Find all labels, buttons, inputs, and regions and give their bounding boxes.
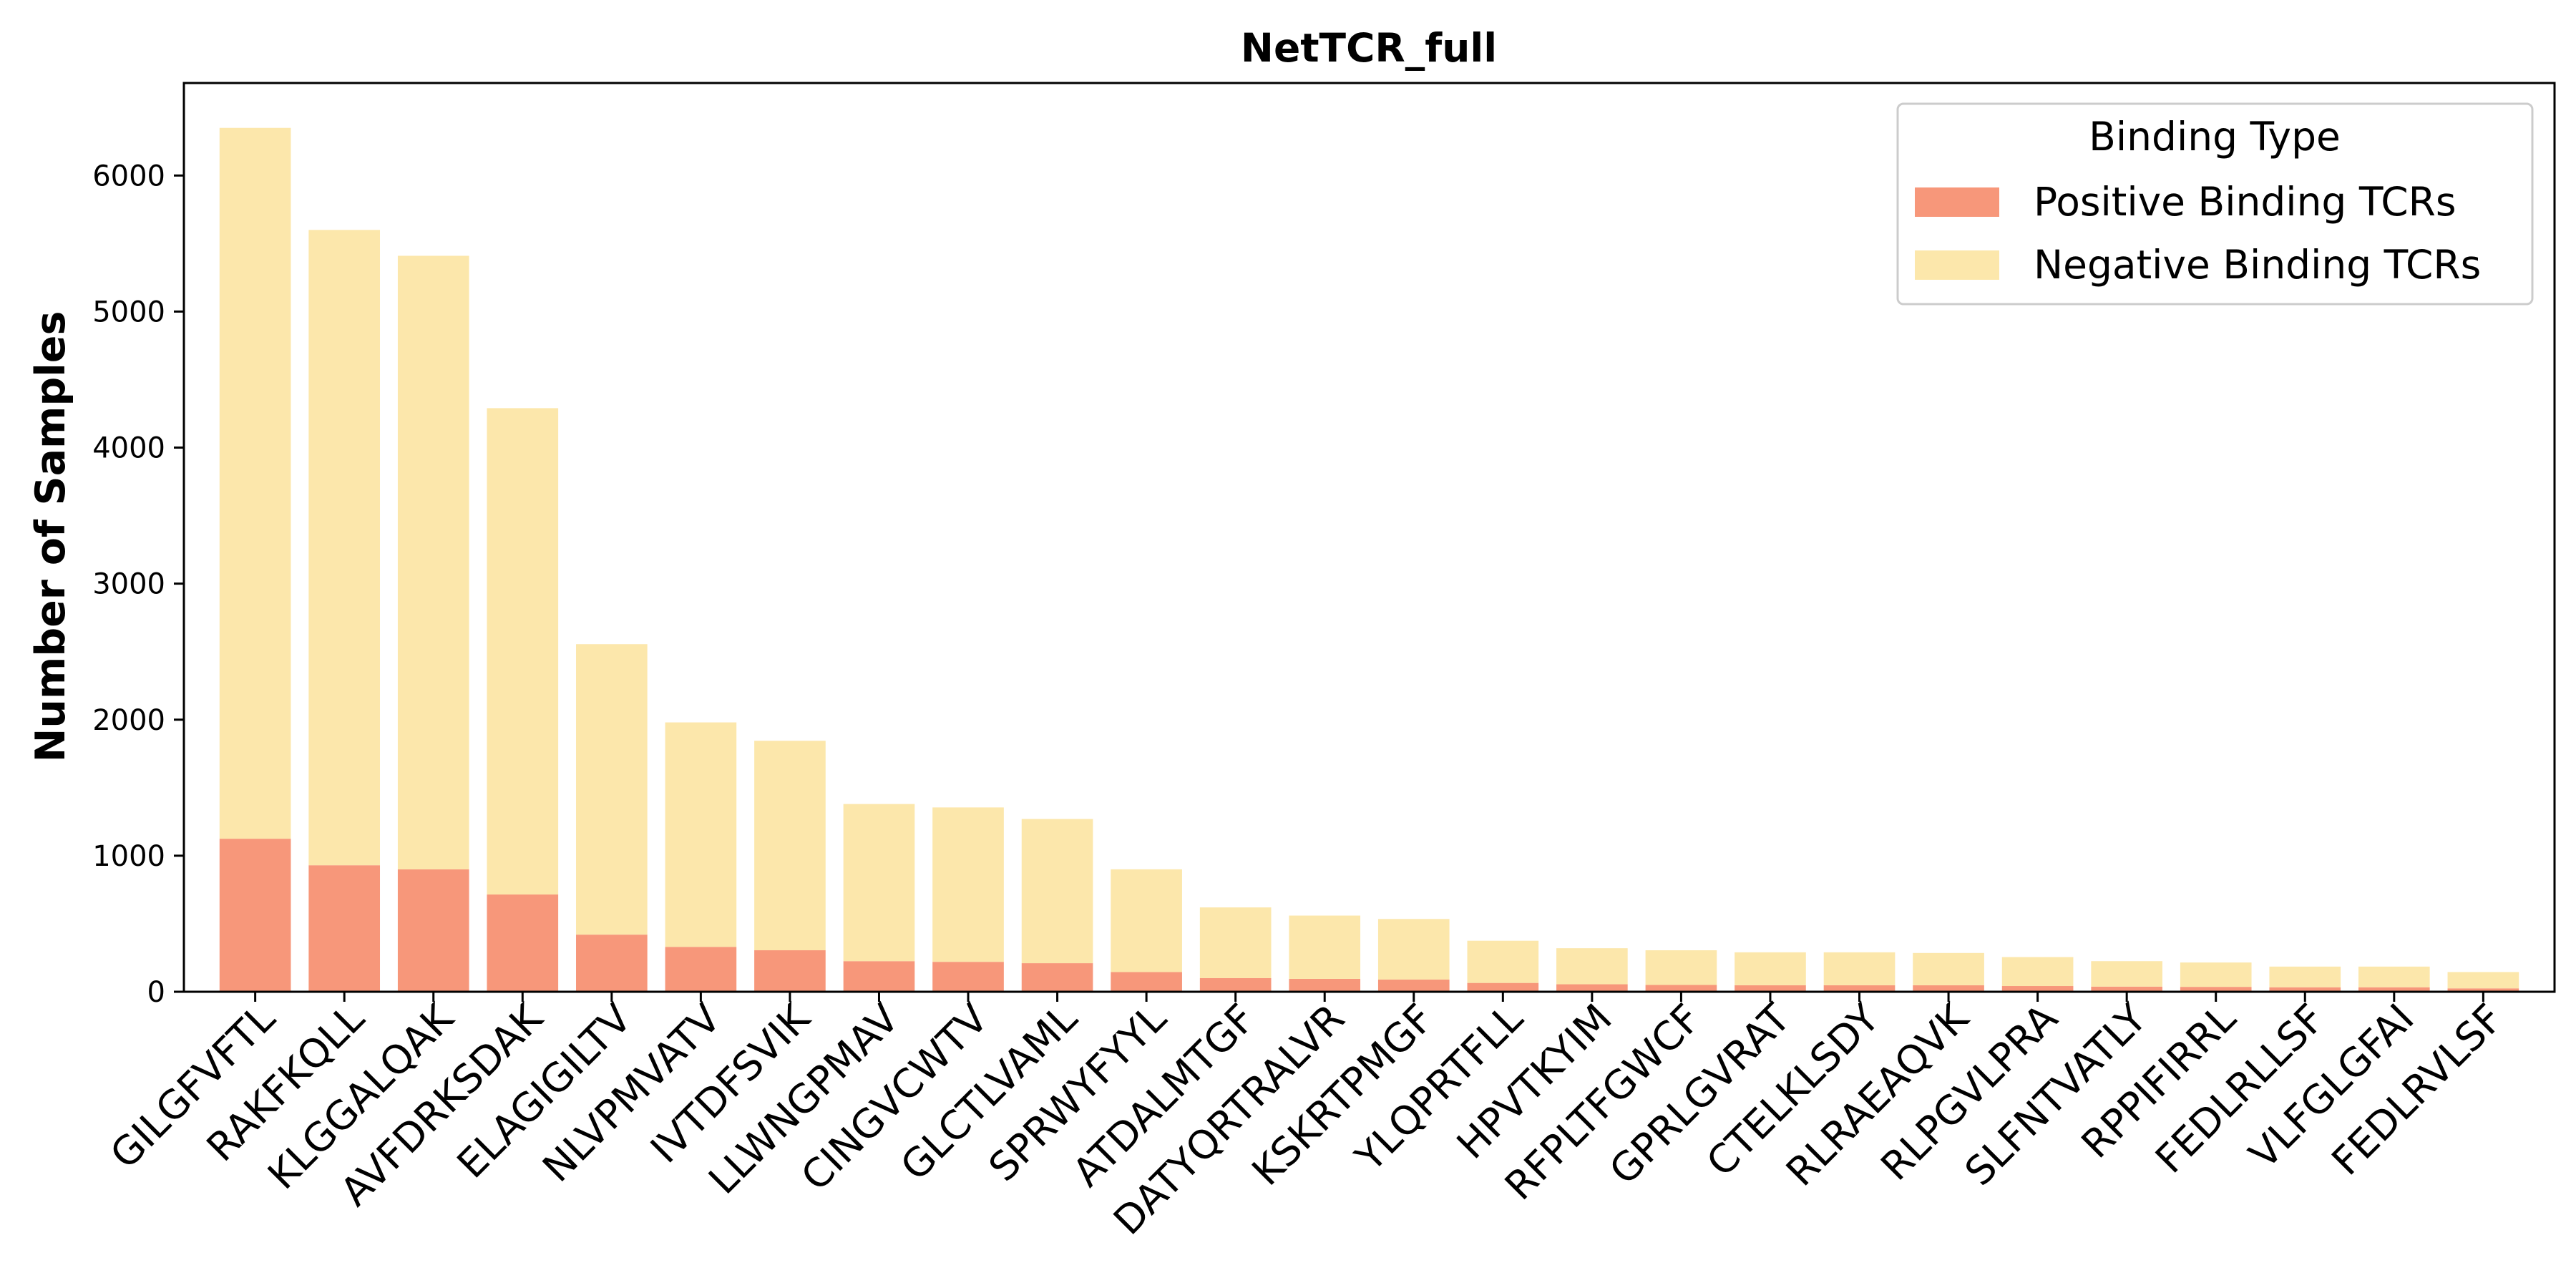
bar-positive-rlraeaqvk [1913, 985, 1984, 992]
bar-negative-gilgfvftl [219, 127, 291, 839]
bar-negative-cingvcwtv [932, 807, 1004, 962]
bar-negative-gprlgvrat [1735, 952, 1806, 985]
bar-negative-datyqrtralvr [1289, 915, 1361, 979]
bar-positive-klggalqak [397, 869, 469, 992]
y-tick-label: 6000 [92, 160, 165, 192]
bar-positive-ivtdfsvik [754, 950, 826, 992]
bar-positive-atdalmtgf [1199, 977, 1272, 992]
legend: Binding Type Positive Binding TCRs Negat… [1896, 102, 2534, 306]
bar-positive-kskrtpmgf [1377, 979, 1450, 992]
bar-positive-gilgfvftl [219, 839, 291, 992]
bar-positive-vlfglgfai [2358, 987, 2430, 992]
x-axis: GILGFVFTLRAKFKQLLKLGGALQAKAVFDRKSDAKELAG… [102, 992, 2512, 1244]
legend-box [1896, 102, 2534, 306]
legend-label-negative: Negative Binding TCRs [2034, 242, 2481, 288]
bar-positive-rfpltfgwcf [1645, 985, 1717, 992]
legend-swatch-positive [1915, 187, 1999, 217]
bars [219, 127, 2519, 992]
bar-negative-hpvtkyim [1556, 948, 1628, 985]
bar-negative-fedlrvlsf [2447, 972, 2519, 989]
bar-positive-cingvcwtv [932, 962, 1004, 992]
bar-positive-avfdrksdak [487, 894, 559, 992]
bar-negative-avfdrksdak [487, 408, 559, 895]
bar-negative-rlpgvlpra [2001, 957, 2074, 987]
y-tick-label: 1000 [92, 840, 165, 873]
y-axis-label: Number of Samples [27, 311, 74, 763]
bar-negative-atdalmtgf [1199, 907, 1272, 978]
bar-negative-klggalqak [397, 255, 469, 869]
bar-positive-sprwyfyyl [1111, 972, 1182, 992]
bar-positive-glctlvaml [1021, 963, 1093, 992]
bar-negative-rlraeaqvk [1913, 952, 1984, 985]
chart-title: NetTCR_full [1241, 25, 1497, 71]
bar-negative-rakfkqll [308, 230, 381, 866]
bar-positive-fedlrllsf [2269, 987, 2341, 992]
bar-negative-elagigiltv [576, 644, 648, 935]
bar-positive-ylqprtfll [1467, 982, 1539, 992]
y-tick-label: 4000 [92, 432, 165, 465]
y-tick-label: 2000 [92, 704, 165, 737]
bar-negative-nlvpmvatv [665, 722, 737, 947]
legend-label-positive: Positive Binding TCRs [2034, 179, 2456, 225]
bar-positive-rlpgvlpra [2001, 986, 2074, 992]
bar-negative-ivtdfsvik [754, 741, 826, 951]
bar-negative-kskrtpmgf [1377, 919, 1450, 980]
legend-swatch-negative [1915, 250, 1999, 280]
y-axis: 0 1000 2000 3000 4000 5000 6000 [92, 160, 184, 1009]
bar-positive-fedlrvlsf [2447, 988, 2519, 992]
bar-positive-hpvtkyim [1556, 984, 1628, 992]
bar-positive-gprlgvrat [1735, 985, 1806, 992]
bar-negative-sprwyfyyl [1111, 869, 1182, 972]
bar-positive-elagigiltv [576, 935, 648, 992]
bar-negative-rfpltfgwcf [1645, 950, 1717, 985]
y-tick-label: 0 [147, 976, 165, 1009]
bar-negative-rppifirrl [2180, 962, 2252, 987]
bar-negative-ylqprtfll [1467, 940, 1539, 983]
bar-negative-glctlvaml [1021, 819, 1093, 964]
bar-negative-llwngpmav [843, 804, 915, 962]
bar-positive-rppifirrl [2180, 987, 2252, 992]
bar-negative-ctelklsdy [1823, 952, 1896, 985]
bar-negative-vlfglgfai [2358, 966, 2430, 987]
legend-title: Binding Type [2089, 114, 2341, 160]
bar-positive-rakfkqll [308, 865, 381, 992]
bar-positive-ctelklsdy [1823, 985, 1896, 992]
plot-frame [182, 82, 2556, 993]
bar-positive-slfntvatly [2091, 986, 2162, 992]
y-tick-label: 3000 [92, 568, 165, 601]
bar-positive-llwngpmav [843, 961, 915, 992]
bar-positive-datyqrtralvr [1289, 978, 1361, 992]
bar-positive-nlvpmvatv [665, 947, 737, 992]
bar-negative-slfntvatly [2091, 961, 2162, 987]
bar-negative-fedlrllsf [2269, 966, 2341, 987]
y-tick-label: 5000 [92, 296, 165, 328]
